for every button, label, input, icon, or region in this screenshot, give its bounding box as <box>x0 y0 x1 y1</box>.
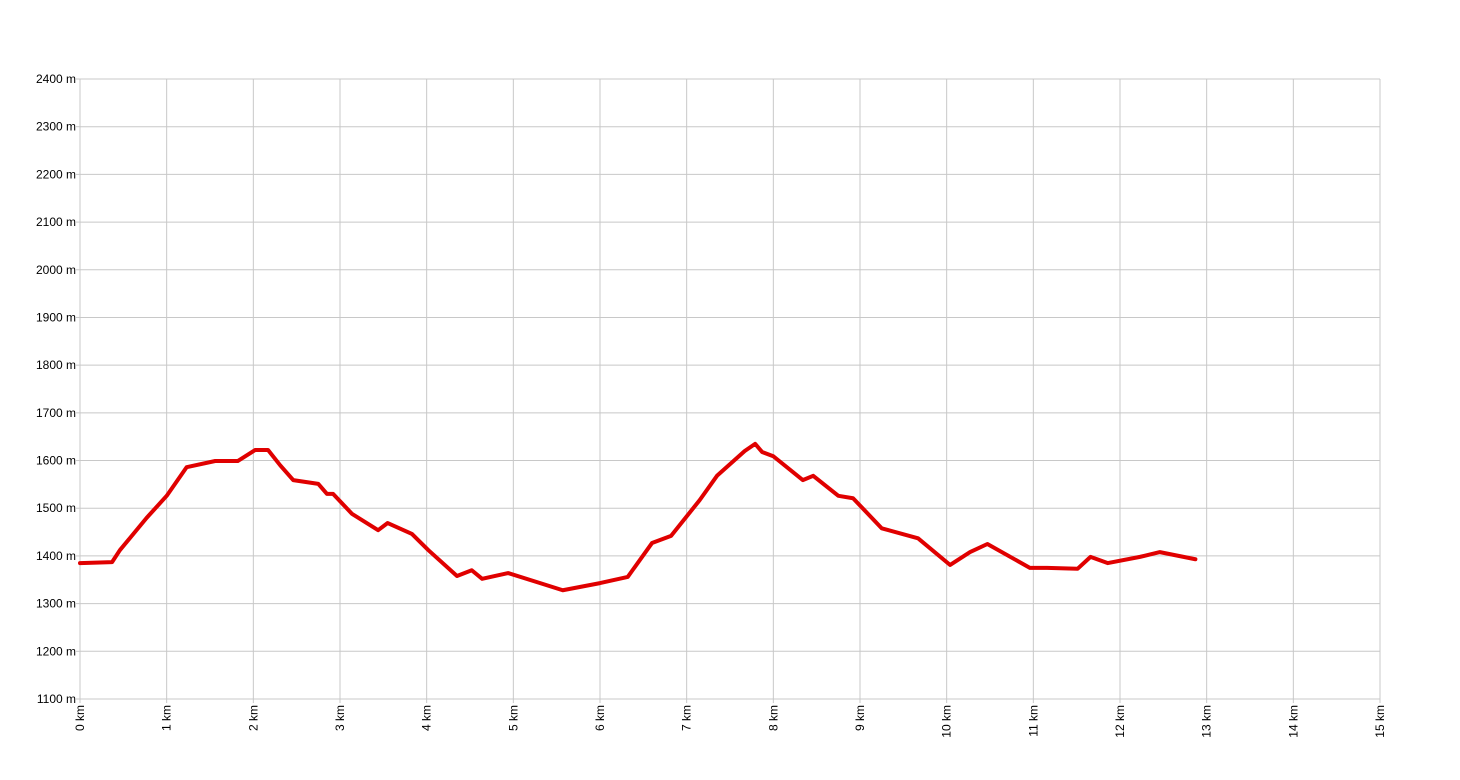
x-tick-label: 15 km <box>1373 705 1387 738</box>
y-tick-label: 1600 m <box>36 454 76 468</box>
x-tick-label: 11 km <box>1026 705 1040 737</box>
x-tick-label: 1 km <box>160 705 174 731</box>
x-tick-label: 6 km <box>593 705 607 731</box>
y-tick-label: 1300 m <box>36 597 76 611</box>
x-tick-label: 5 km <box>506 705 520 731</box>
y-tick-label: 1100 m <box>37 692 76 706</box>
x-tick-label: 12 km <box>1113 705 1127 738</box>
y-tick-label: 2400 m <box>36 72 76 86</box>
x-tick-label: 2 km <box>246 705 260 731</box>
y-tick-label: 2300 m <box>36 120 76 134</box>
x-tick-label: 13 km <box>1200 705 1214 738</box>
x-tick-label: 4 km <box>420 705 434 731</box>
y-tick-label: 2100 m <box>36 215 76 229</box>
x-tick-label: 10 km <box>940 705 954 738</box>
x-tick-label: 9 km <box>853 705 867 731</box>
x-tick-label: 14 km <box>1286 705 1300 738</box>
y-tick-label: 1500 m <box>36 501 76 515</box>
y-tick-label: 1200 m <box>36 644 76 658</box>
x-tick-label: 0 km <box>73 705 87 731</box>
y-tick-label: 1800 m <box>36 358 76 372</box>
x-tick-label: 7 km <box>680 705 694 731</box>
y-tick-label: 2000 m <box>36 263 76 277</box>
y-tick-label: 2200 m <box>36 167 76 181</box>
y-tick-label: 1700 m <box>36 406 76 420</box>
x-tick-label: 3 km <box>333 705 347 731</box>
y-tick-label: 1400 m <box>36 549 76 563</box>
y-tick-label: 1900 m <box>36 310 76 324</box>
elevation-line <box>78 441 1198 593</box>
x-tick-label: 8 km <box>766 705 780 731</box>
